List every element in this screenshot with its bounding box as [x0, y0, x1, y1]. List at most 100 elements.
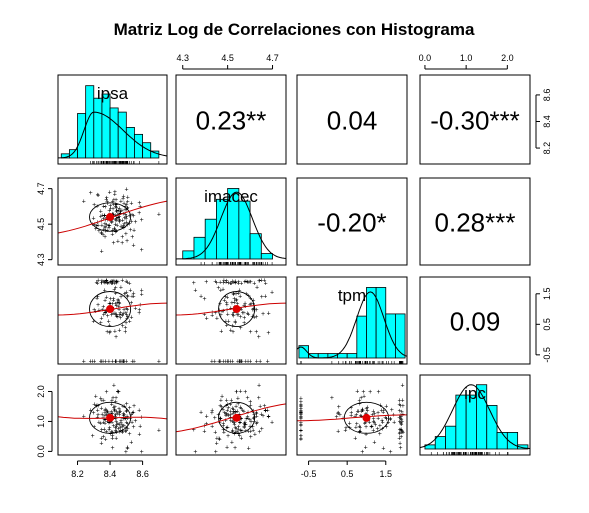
- scatter-point: +: [232, 419, 236, 426]
- scatter-point: +: [91, 433, 95, 440]
- scatter-point: +: [99, 436, 103, 443]
- scatter-point: +: [336, 411, 340, 418]
- scatter-point: +: [116, 297, 120, 304]
- scatter-point: +: [128, 221, 132, 228]
- scatter-point: +: [110, 312, 114, 319]
- scatter-point: +: [126, 195, 130, 202]
- correlation-value: 0.28***: [435, 208, 516, 238]
- histogram-bar: [298, 345, 309, 359]
- scatter-point: +: [94, 223, 98, 230]
- panel-imacec-ipc: 0.28***: [419, 177, 531, 266]
- scatter-point: +: [103, 288, 107, 295]
- scatter-point: +: [123, 429, 127, 436]
- scatter-point: +: [116, 279, 120, 286]
- scatter-point: +: [108, 203, 112, 210]
- scatter-point: +: [231, 329, 235, 336]
- scatter-point: +: [397, 436, 401, 443]
- scatter-point: +: [121, 323, 125, 330]
- scatter-point: +: [358, 424, 362, 431]
- scatter-point: +: [368, 419, 372, 426]
- scatter-point: +: [113, 192, 117, 199]
- scatter-point: +: [213, 279, 217, 286]
- scatter-point: +: [100, 398, 104, 405]
- scatter-point: +: [398, 430, 402, 437]
- scatter-point: +: [92, 358, 96, 365]
- scatter-point: +: [341, 416, 345, 423]
- scatter-point: +: [112, 287, 116, 294]
- scatter-point: +: [82, 199, 86, 206]
- scatter-point: +: [110, 280, 114, 287]
- y-tick-label: 1.0: [36, 415, 46, 428]
- scatter-point: +: [101, 232, 105, 239]
- scatter-point: +: [122, 415, 126, 422]
- scatter-point: +: [299, 436, 303, 443]
- scatter-point: +: [117, 389, 121, 396]
- panel-imacec-imacec: imacec: [175, 177, 287, 266]
- scatter-point: +: [222, 297, 226, 304]
- scatter-point: +: [225, 307, 229, 314]
- scatter-point: +: [239, 436, 243, 443]
- scatter-point: +: [372, 419, 376, 426]
- scatter-point: +: [124, 425, 128, 432]
- scatter-point: +: [259, 412, 263, 419]
- scatter-point: +: [246, 429, 250, 436]
- scatter-point: +: [105, 195, 109, 202]
- scatter-point: +: [115, 300, 119, 307]
- scatter-point: +: [121, 413, 125, 420]
- scatter-point: +: [115, 313, 119, 320]
- histogram-bar: [465, 394, 477, 450]
- scatter-point: +: [96, 193, 100, 200]
- scatter-point: +: [266, 414, 270, 421]
- scatter-point: +: [113, 358, 117, 365]
- scatter-point: +: [114, 197, 118, 204]
- scatter-point: +: [113, 280, 117, 287]
- scatter-point: +: [133, 418, 137, 425]
- panel-ipc-tpm: ++++++++++++++ ++++++++++++++++++++ ++++++…: [296, 374, 408, 456]
- scatter-point: +: [107, 420, 111, 427]
- scatter-point: +: [103, 310, 107, 317]
- scatter-point: +: [258, 403, 262, 410]
- scatter-point: +: [260, 426, 264, 433]
- scatter-point: +: [251, 424, 255, 431]
- scatter-point: +: [110, 280, 114, 287]
- scatter-point: +: [232, 300, 236, 307]
- scatter-point: +: [399, 434, 403, 441]
- scatter-point: +: [226, 358, 230, 365]
- scatter-point: +: [137, 210, 141, 217]
- scatter-point: +: [257, 395, 261, 402]
- scatter-point: +: [117, 408, 121, 415]
- scatter-point: +: [138, 302, 142, 309]
- scatter-point: +: [132, 243, 136, 250]
- scatter-point: +: [126, 294, 130, 301]
- scatter-point: +: [357, 397, 361, 404]
- scatter-point: +: [246, 416, 250, 423]
- histogram-bar: [337, 353, 348, 359]
- panel-frame: [419, 74, 531, 165]
- scatter-point: +: [123, 291, 127, 298]
- scatter-point: +: [113, 427, 117, 434]
- scatter-point: +: [360, 408, 364, 415]
- scatter-point: +: [111, 395, 115, 402]
- scatter-point: +: [243, 420, 247, 427]
- scatter-point: +: [363, 419, 367, 426]
- scatter-point: +: [220, 394, 224, 401]
- scatter-point: +: [124, 201, 128, 208]
- scatter-point: +: [246, 311, 250, 318]
- histogram-bar: [375, 287, 387, 359]
- scatter-point: +: [399, 415, 403, 422]
- scatter-point: +: [100, 280, 104, 287]
- panel-frame: [57, 374, 168, 456]
- scatter-point: +: [105, 407, 109, 414]
- scatter-point: +: [110, 231, 114, 238]
- scatter-point: +: [344, 425, 348, 432]
- scatter-point: +: [214, 449, 218, 456]
- scatter-point: +: [299, 409, 303, 416]
- scatter-point: +: [299, 422, 303, 429]
- scatter-point: +: [126, 426, 130, 433]
- scatter-point: +: [234, 297, 238, 304]
- scatter-point: +: [116, 389, 120, 396]
- smooth-line: [175, 403, 287, 433]
- scatter-point: +: [89, 190, 93, 197]
- scatter-point: +: [219, 404, 223, 411]
- histogram-bar: [517, 444, 529, 450]
